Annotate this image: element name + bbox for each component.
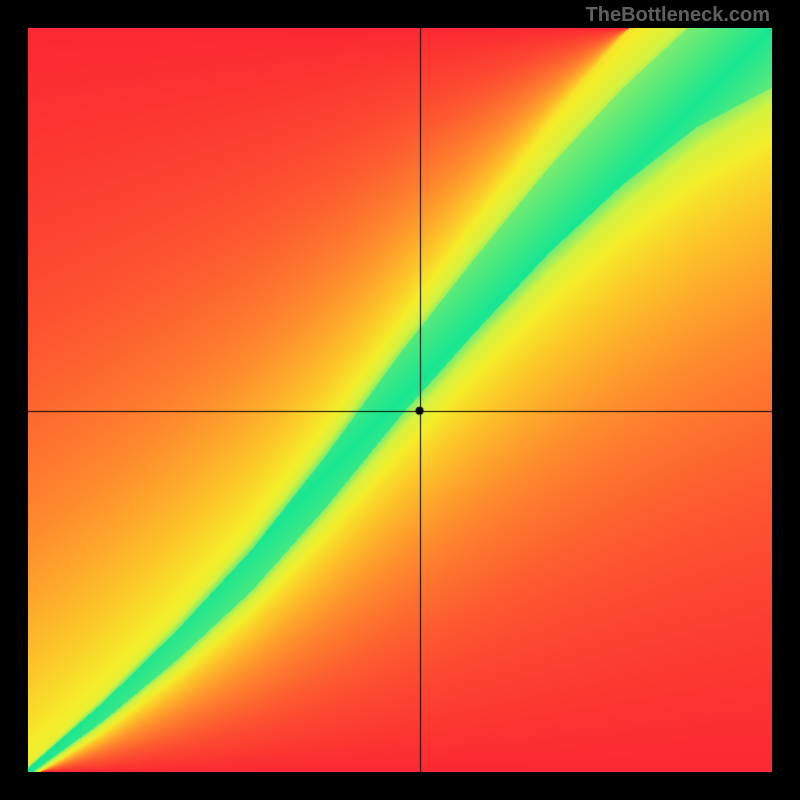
heatmap-plot: [28, 28, 772, 772]
watermark-text: TheBottleneck.com: [586, 4, 770, 27]
heatmap-canvas: [28, 28, 772, 772]
